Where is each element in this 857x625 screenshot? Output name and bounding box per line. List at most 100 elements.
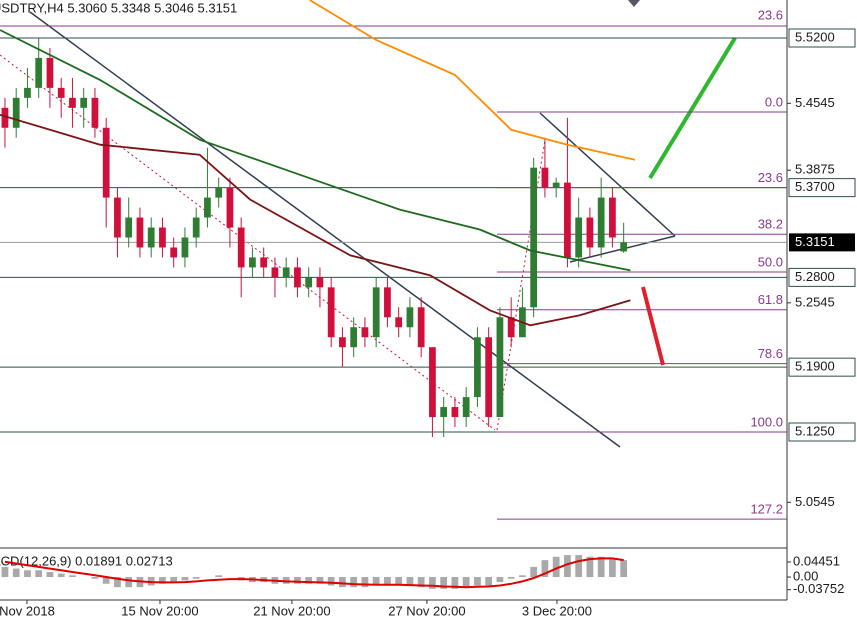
candle-body xyxy=(597,197,605,248)
fib-label: 23.6 xyxy=(758,170,783,185)
candle-body xyxy=(35,57,43,88)
macd-bar xyxy=(451,577,459,589)
macd-label: ACD(12,26,9) 0.01891 0.02713 xyxy=(0,553,173,568)
candle-body xyxy=(192,217,200,238)
candle-body xyxy=(226,187,234,228)
macd-bar xyxy=(91,577,99,579)
y-tick-label: 5.3875 xyxy=(795,162,835,177)
trend-line xyxy=(29,11,621,448)
candle-body xyxy=(57,87,65,98)
macd-bar xyxy=(69,575,76,578)
macd-bar xyxy=(305,577,313,584)
candle-body xyxy=(114,197,121,238)
y-tick-label: 5.0545 xyxy=(795,494,835,509)
fib-label: 23.6 xyxy=(758,7,783,22)
y-tick-label: 5.4545 xyxy=(795,95,835,110)
candle-body xyxy=(339,337,346,348)
macd-bar xyxy=(24,570,31,578)
candle-body xyxy=(147,227,155,248)
candle-body xyxy=(80,97,88,108)
candle-body xyxy=(282,267,290,278)
x-tick-label: Nov 2018 xyxy=(0,603,55,618)
price-box xyxy=(788,28,856,48)
candle-body xyxy=(1,107,9,128)
fib-label: 38.2 xyxy=(758,217,783,232)
bull-arrow xyxy=(648,36,737,180)
candle-body xyxy=(327,287,335,338)
candle-body xyxy=(102,127,110,198)
candle-body xyxy=(170,247,178,258)
macd-bar xyxy=(339,577,346,588)
macd-bar xyxy=(586,556,594,578)
candle-body xyxy=(24,87,31,98)
macd-bar xyxy=(429,577,436,589)
candle-body xyxy=(305,277,313,288)
fib-label: 50.0 xyxy=(758,254,783,269)
candle-body xyxy=(417,307,425,348)
candle-body xyxy=(451,407,459,418)
macd-bar xyxy=(159,577,166,584)
macd-bar xyxy=(620,560,628,578)
candle-body xyxy=(372,287,380,338)
macd-bar xyxy=(215,575,223,578)
candle-body xyxy=(249,257,256,268)
candle-body xyxy=(294,267,301,288)
macd-bar xyxy=(1,566,9,578)
fib-label: 0.0 xyxy=(765,94,783,109)
macd-bar xyxy=(575,555,583,578)
macd-bar xyxy=(485,577,493,586)
candle-body xyxy=(12,97,20,128)
macd-bar xyxy=(530,566,538,578)
price-box-label: 5.3700 xyxy=(795,179,835,194)
candle-body xyxy=(350,327,358,348)
candle-body xyxy=(575,217,583,258)
price-box-label: 5.5200 xyxy=(795,29,835,44)
candle-body xyxy=(620,242,628,252)
macd-bar xyxy=(552,556,560,578)
candle-body xyxy=(507,317,515,338)
candle-body xyxy=(125,217,133,238)
macd-bar xyxy=(372,577,380,586)
x-tick-label: 21 Nov 20:00 xyxy=(253,603,330,618)
price-box xyxy=(788,178,856,198)
candle-body xyxy=(260,257,268,268)
macd-bar xyxy=(395,577,403,586)
triangle-line xyxy=(539,112,676,237)
candle-body xyxy=(46,57,54,88)
price-box xyxy=(788,422,856,442)
macd-bar xyxy=(125,577,133,588)
candle-body xyxy=(361,327,369,338)
macd-bar xyxy=(609,558,616,578)
last-price-label: 5.3151 xyxy=(795,234,835,249)
candle-body xyxy=(474,337,481,398)
candle-body xyxy=(204,197,211,218)
last-price-box xyxy=(789,233,855,252)
macd-bar xyxy=(316,577,324,584)
macd-tick-label: 0.00 xyxy=(793,568,818,583)
candle-body xyxy=(136,217,144,248)
bear-arrow xyxy=(641,286,665,366)
x-tick-label: 27 Nov 20:00 xyxy=(388,603,465,618)
candle-body xyxy=(462,397,470,418)
drawings xyxy=(0,0,737,448)
y-tick-label: 5.2545 xyxy=(795,294,835,309)
macd-bar xyxy=(541,560,549,578)
macd-bar xyxy=(170,577,178,583)
macd-bar xyxy=(519,575,526,578)
fib-label: 61.8 xyxy=(758,292,783,307)
candle-body xyxy=(406,307,414,328)
macd-bar xyxy=(597,556,605,578)
chart-title: USDTRY,H4 5.3060 5.3348 5.3046 5.3151 xyxy=(0,0,237,15)
x-tick-label: 3 Dec 20:00 xyxy=(522,603,592,618)
candle-body xyxy=(159,227,166,248)
moving-average xyxy=(309,0,636,161)
candle-body xyxy=(440,407,448,418)
macd-bar xyxy=(384,577,391,586)
moving-average xyxy=(0,113,631,327)
macd-signal xyxy=(4,557,624,589)
price-box-label: 5.1900 xyxy=(795,359,835,374)
fib-label: 127.2 xyxy=(750,502,783,517)
macd-bar xyxy=(12,568,20,578)
